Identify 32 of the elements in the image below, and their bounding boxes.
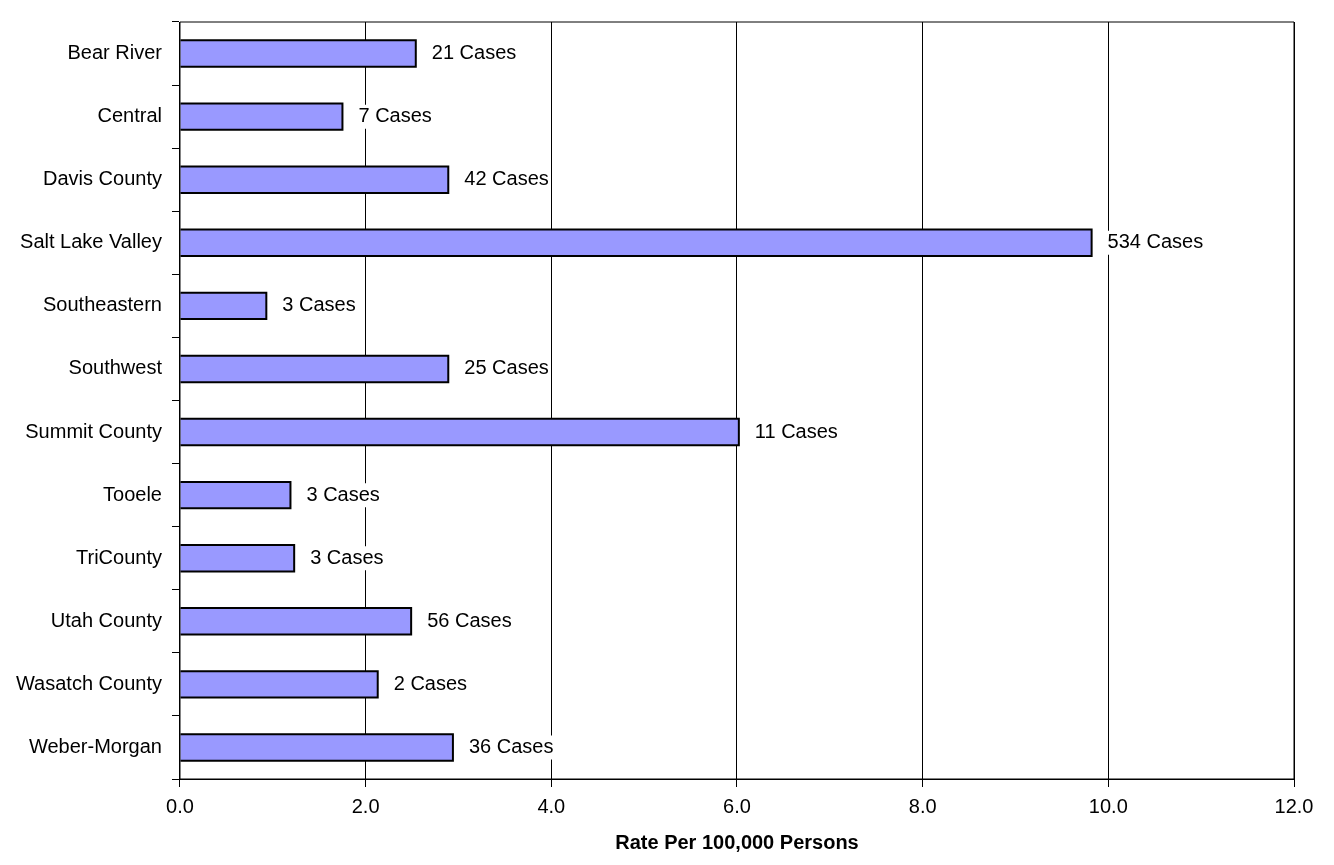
- annotation: 21 Cases: [431, 41, 517, 64]
- y-tick-label: Central: [97, 104, 162, 127]
- annotation: 3 Cases: [310, 545, 384, 568]
- annotation: 534 Cases: [1107, 230, 1204, 253]
- x-tick-label: 2.0: [351, 794, 380, 817]
- x-tick-label: 12.0: [1274, 794, 1314, 817]
- annotation: 2 Cases: [393, 671, 468, 694]
- y-tick-label: Southeastern: [43, 293, 162, 316]
- annotation: 3 Cases: [282, 293, 356, 316]
- y-tick-label: Utah County: [50, 608, 162, 631]
- annotation: 56 Cases: [427, 608, 512, 631]
- x-tick-label: 10.0: [1088, 794, 1128, 817]
- y-tick-label: Weber-Morgan: [28, 734, 162, 757]
- annotation: 7 Cases: [358, 104, 432, 127]
- x-tick-label: 6.0: [723, 794, 751, 817]
- annotation: 11 Cases: [754, 419, 838, 442]
- annotation: 3 Cases: [306, 482, 380, 505]
- x-tick-label: 0.0: [166, 794, 194, 817]
- x-axis-title: Rate Per 100,000 Persons: [615, 830, 859, 853]
- y-tick-label: Wasatch County: [15, 671, 162, 694]
- y-tick-label: TriCounty: [76, 545, 162, 568]
- y-tick-label: Salt Lake Valley: [20, 230, 162, 253]
- y-tick-label: Southwest: [68, 356, 163, 379]
- annotation: 25 Cases: [464, 356, 549, 379]
- annotation: 36 Cases: [468, 734, 554, 757]
- annotation: 42 Cases: [464, 167, 549, 190]
- y-tick-label: Summit County: [25, 419, 162, 442]
- x-tick-label: 4.0: [537, 794, 566, 817]
- y-tick-label: Bear River: [67, 41, 163, 64]
- y-tick-label: Davis County: [43, 167, 162, 190]
- y-tick-label: Tooele: [103, 482, 162, 505]
- x-tick-label: 8.0: [908, 794, 937, 817]
